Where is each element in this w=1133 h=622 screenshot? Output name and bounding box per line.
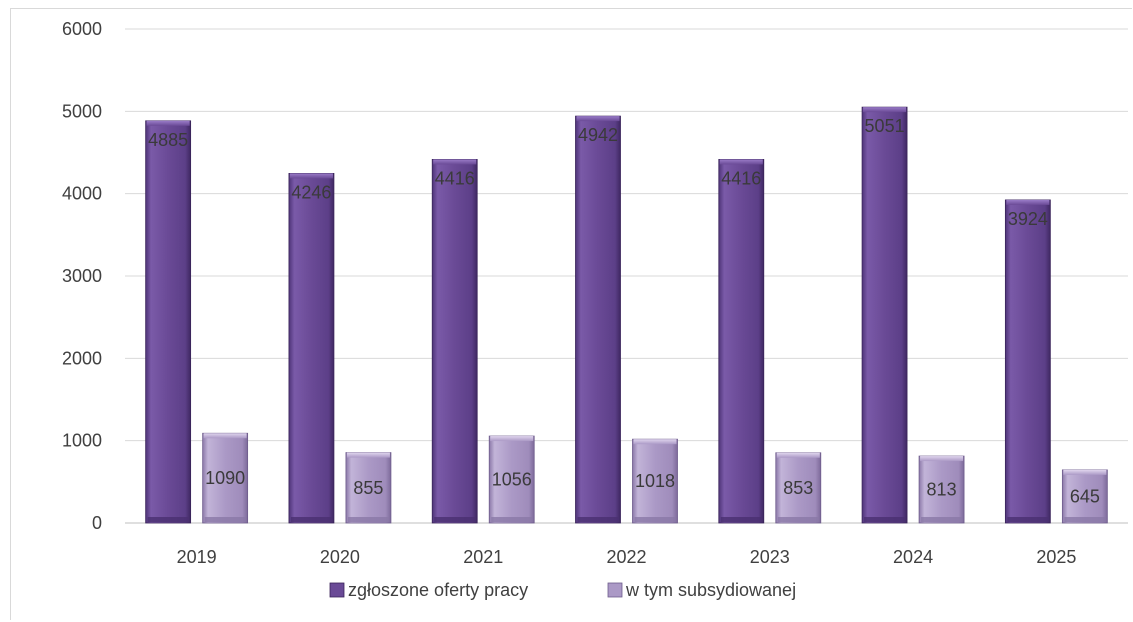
bar-cap [433, 159, 477, 165]
data-label: 4885 [148, 130, 188, 150]
y-axis-ticks: 0 1000 2000 3000 4000 5000 6000 [62, 19, 102, 533]
bar-zgloszone [288, 173, 335, 524]
bar-base [147, 517, 189, 522]
bar-cap [1006, 199, 1050, 205]
legend-label-zgloszone: zgłoszone oferty pracy [348, 580, 528, 600]
bar-base [1064, 517, 1106, 522]
bar-cap [576, 116, 620, 122]
bar-base [1007, 517, 1049, 522]
x-tick-label: 2025 [1036, 547, 1076, 567]
data-label: 4246 [291, 182, 331, 202]
data-labels: 4885 1090 4246 855 4416 1056 4942 1018 4416 853 50… [148, 116, 1100, 506]
data-label: 4416 [721, 168, 761, 188]
data-label: 645 [1070, 486, 1100, 506]
bar-base [491, 517, 533, 522]
x-tick-label: 2020 [320, 547, 360, 567]
data-label: 1090 [205, 468, 245, 488]
bar-cap [863, 107, 907, 113]
bar-zgloszone [718, 159, 765, 524]
legend-swatch-zgloszone [329, 582, 345, 598]
x-tick-label: 2024 [893, 547, 933, 567]
bar-subsydiowane [1061, 469, 1108, 524]
bar-cap [203, 433, 247, 439]
bar-cap [1063, 469, 1107, 475]
data-label: 3924 [1008, 209, 1048, 229]
bar-cap [146, 120, 190, 126]
x-axis-ticks: 2019 2020 2021 2022 2023 2024 2025 [177, 547, 1077, 567]
bar-zgloszone [861, 106, 908, 524]
bar-base [577, 517, 619, 522]
x-tick-label: 2019 [177, 547, 217, 567]
bars [145, 106, 1108, 524]
data-label: 4416 [435, 168, 475, 188]
bar-zgloszone [575, 115, 621, 524]
chart-frame [10, 8, 1132, 620]
y-tick-label: 5000 [62, 101, 102, 121]
bar-base [347, 517, 389, 522]
legend: zgłoszone oferty pracy w tym subsydiowane… [329, 580, 796, 600]
bar-subsydiowane [345, 452, 392, 524]
bar-cap [289, 173, 333, 179]
bar-base [204, 517, 246, 522]
bar-base [634, 517, 676, 522]
bar-cap [633, 439, 677, 445]
data-label: 4942 [578, 125, 618, 145]
bar-base [720, 517, 762, 522]
bar-subsydiowane [202, 432, 249, 524]
y-tick-label: 0 [92, 513, 102, 533]
bar-cap [719, 159, 763, 165]
data-label: 813 [927, 480, 957, 500]
y-tick-label: 1000 [62, 431, 102, 451]
bar-base [777, 517, 819, 522]
data-label: 853 [783, 478, 813, 498]
data-label: 5051 [865, 116, 905, 136]
bar-cap [920, 456, 964, 462]
bar-subsydiowane [918, 455, 965, 524]
bar-cap [346, 452, 390, 458]
bar-zgloszone [1004, 199, 1051, 524]
y-tick-label: 3000 [62, 266, 102, 286]
bar-base [864, 517, 906, 522]
bar-cap [490, 436, 534, 442]
bar-base [921, 517, 963, 522]
bar-zgloszone [431, 159, 478, 524]
legend-swatch-subsydiowane [607, 582, 623, 598]
legend-label-subsydiowane: w tym subsydiowanej [625, 580, 796, 600]
bar-base [434, 517, 476, 522]
data-label: 1018 [635, 471, 675, 491]
bar-zgloszone [145, 120, 192, 524]
gridlines [125, 28, 1128, 524]
y-tick-label: 4000 [62, 184, 102, 204]
bar-cap [776, 452, 820, 458]
bar-base [290, 517, 332, 522]
y-tick-label: 2000 [62, 348, 102, 368]
data-label: 1056 [492, 470, 532, 490]
y-tick-label: 6000 [62, 19, 102, 39]
x-tick-label: 2022 [606, 547, 646, 567]
x-tick-label: 2023 [750, 547, 790, 567]
data-label: 855 [353, 478, 383, 498]
x-tick-label: 2021 [463, 547, 503, 567]
